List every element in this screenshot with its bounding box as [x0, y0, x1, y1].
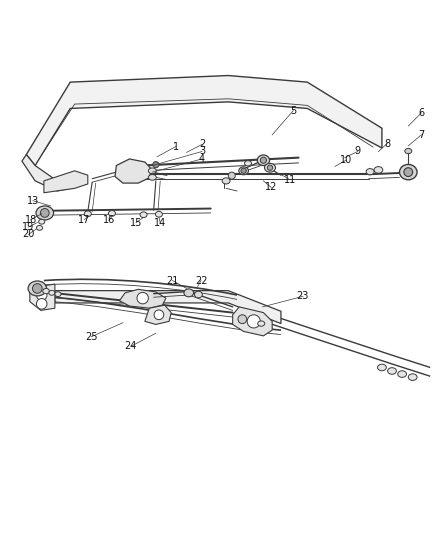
Ellipse shape	[397, 371, 406, 377]
Circle shape	[36, 290, 47, 300]
Circle shape	[403, 168, 412, 176]
Text: 8: 8	[383, 139, 389, 149]
Circle shape	[237, 315, 246, 324]
Text: 13: 13	[27, 196, 39, 206]
Ellipse shape	[140, 212, 147, 217]
Text: 25: 25	[85, 332, 97, 342]
Ellipse shape	[55, 292, 61, 296]
Ellipse shape	[407, 374, 416, 381]
Ellipse shape	[148, 168, 156, 174]
Ellipse shape	[194, 292, 202, 298]
Ellipse shape	[238, 167, 248, 175]
Ellipse shape	[108, 211, 115, 216]
Polygon shape	[119, 289, 166, 308]
Ellipse shape	[257, 155, 269, 166]
Text: 7: 7	[417, 130, 424, 140]
Ellipse shape	[404, 148, 411, 154]
Ellipse shape	[28, 281, 46, 296]
Circle shape	[36, 298, 47, 309]
Text: 23: 23	[296, 292, 308, 301]
Polygon shape	[115, 159, 151, 183]
Polygon shape	[22, 155, 74, 191]
Ellipse shape	[264, 163, 275, 172]
Ellipse shape	[365, 168, 373, 175]
Ellipse shape	[373, 167, 382, 173]
Text: 12: 12	[265, 182, 277, 192]
Text: 16: 16	[102, 215, 115, 225]
Text: 19: 19	[22, 222, 35, 232]
Ellipse shape	[43, 288, 49, 294]
Circle shape	[267, 165, 272, 171]
Ellipse shape	[377, 364, 385, 371]
Polygon shape	[232, 307, 272, 336]
Ellipse shape	[155, 212, 162, 217]
Circle shape	[152, 161, 159, 168]
Text: 11: 11	[283, 175, 295, 184]
Circle shape	[247, 315, 260, 328]
Text: 18: 18	[25, 214, 37, 224]
Text: 4: 4	[198, 154, 205, 164]
Circle shape	[260, 157, 266, 163]
Circle shape	[137, 293, 148, 304]
Text: 14: 14	[154, 217, 166, 228]
Ellipse shape	[84, 211, 91, 217]
Ellipse shape	[222, 178, 230, 184]
Ellipse shape	[148, 174, 156, 180]
Text: 1: 1	[172, 142, 178, 152]
Ellipse shape	[36, 225, 42, 230]
Circle shape	[228, 172, 235, 179]
Ellipse shape	[399, 165, 416, 180]
Text: 5: 5	[290, 106, 296, 116]
Text: 6: 6	[417, 108, 424, 118]
Polygon shape	[145, 305, 171, 325]
Polygon shape	[26, 76, 381, 166]
Text: 3: 3	[198, 147, 205, 157]
Text: 21: 21	[166, 276, 178, 286]
Polygon shape	[55, 290, 280, 324]
Circle shape	[240, 168, 246, 173]
Ellipse shape	[244, 161, 251, 166]
Text: 10: 10	[339, 155, 351, 165]
Text: 15: 15	[130, 217, 142, 228]
Polygon shape	[30, 284, 55, 310]
Text: 24: 24	[124, 342, 137, 351]
Polygon shape	[44, 171, 88, 193]
Ellipse shape	[36, 206, 53, 220]
Circle shape	[154, 310, 163, 320]
Text: 17: 17	[78, 214, 90, 224]
Ellipse shape	[39, 219, 45, 224]
Circle shape	[32, 284, 42, 293]
Text: 2: 2	[198, 140, 205, 149]
Text: 20: 20	[22, 229, 35, 239]
Text: 9: 9	[354, 147, 360, 157]
Ellipse shape	[184, 289, 193, 297]
Ellipse shape	[257, 321, 264, 326]
Ellipse shape	[49, 290, 55, 295]
Ellipse shape	[387, 368, 396, 374]
Circle shape	[40, 208, 49, 217]
Text: 22: 22	[194, 276, 207, 286]
